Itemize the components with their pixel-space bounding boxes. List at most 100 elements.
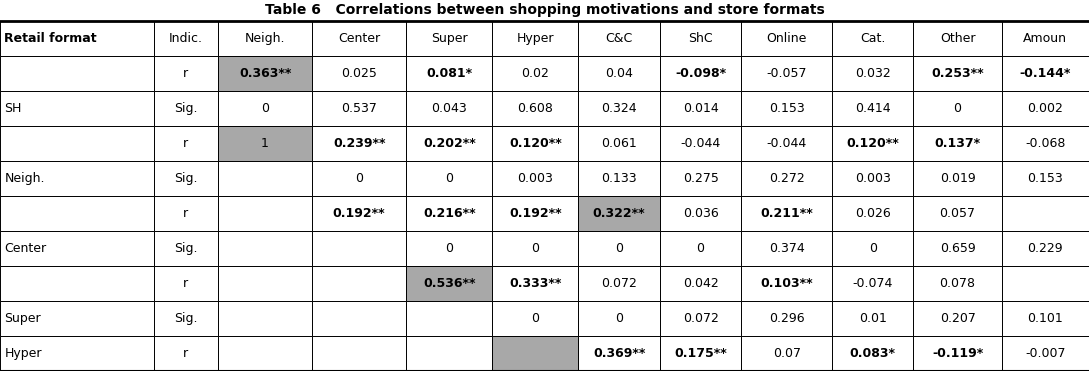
Text: Sig.: Sig. <box>174 312 197 325</box>
Text: r: r <box>183 67 188 80</box>
Bar <box>154 196 218 231</box>
Bar <box>218 161 313 196</box>
Bar <box>313 196 406 231</box>
Text: -0.057: -0.057 <box>767 67 807 80</box>
Text: 0.057: 0.057 <box>940 207 976 220</box>
Bar <box>406 21 492 56</box>
Bar <box>578 301 660 336</box>
Bar <box>832 161 914 196</box>
Bar <box>0 126 154 161</box>
Text: 0: 0 <box>615 242 623 255</box>
Bar <box>832 266 914 301</box>
Text: 0.175**: 0.175** <box>674 347 727 360</box>
Bar <box>0 301 154 336</box>
Bar <box>578 266 660 301</box>
Text: 0: 0 <box>445 242 453 255</box>
Bar <box>218 231 313 266</box>
Text: -0.044: -0.044 <box>767 137 807 150</box>
Bar <box>578 21 660 56</box>
Bar <box>313 231 406 266</box>
Text: 0.322**: 0.322** <box>592 207 646 220</box>
Bar <box>406 126 492 161</box>
Text: 0.036: 0.036 <box>683 207 719 220</box>
Bar <box>218 336 313 371</box>
Text: 0.120**: 0.120** <box>846 137 900 150</box>
Bar <box>742 231 832 266</box>
Text: 0.103**: 0.103** <box>760 277 813 290</box>
Text: Neigh.: Neigh. <box>4 172 45 185</box>
Text: Indic.: Indic. <box>169 32 203 45</box>
Text: Center: Center <box>4 242 47 255</box>
Bar <box>218 91 313 126</box>
Text: 0.216**: 0.216** <box>423 207 476 220</box>
Bar <box>578 91 660 126</box>
Text: 0.043: 0.043 <box>431 102 467 115</box>
Bar <box>660 91 742 126</box>
Bar <box>313 301 406 336</box>
Text: 0: 0 <box>697 242 705 255</box>
Bar <box>154 91 218 126</box>
Text: 0.003: 0.003 <box>517 172 553 185</box>
Bar <box>832 336 914 371</box>
Bar <box>154 21 218 56</box>
Bar <box>492 336 578 371</box>
Text: 0: 0 <box>445 172 453 185</box>
Text: 0.608: 0.608 <box>517 102 553 115</box>
Bar <box>313 266 406 301</box>
Bar <box>742 336 832 371</box>
Bar <box>154 161 218 196</box>
Text: 0.537: 0.537 <box>341 102 377 115</box>
Text: C&C: C&C <box>605 32 633 45</box>
Text: 0: 0 <box>531 242 539 255</box>
Text: -0.144*: -0.144* <box>1019 67 1072 80</box>
Text: 0.659: 0.659 <box>940 242 976 255</box>
Bar <box>914 266 1002 301</box>
Text: Online: Online <box>767 32 807 45</box>
Bar <box>154 231 218 266</box>
Text: -0.074: -0.074 <box>853 277 893 290</box>
Text: SH: SH <box>4 102 22 115</box>
Text: 0.275: 0.275 <box>683 172 719 185</box>
Bar <box>832 196 914 231</box>
Bar <box>742 301 832 336</box>
Bar <box>406 301 492 336</box>
Bar <box>832 126 914 161</box>
Bar <box>406 161 492 196</box>
Text: 0.211**: 0.211** <box>760 207 813 220</box>
Bar <box>914 301 1002 336</box>
Text: Sig.: Sig. <box>174 242 197 255</box>
Text: -0.007: -0.007 <box>1025 347 1066 360</box>
Text: 0.002: 0.002 <box>1027 102 1063 115</box>
Bar <box>0 336 154 371</box>
Text: r: r <box>183 347 188 360</box>
Bar <box>313 161 406 196</box>
Bar <box>154 336 218 371</box>
Text: Center: Center <box>338 32 380 45</box>
Text: 0.333**: 0.333** <box>510 277 562 290</box>
Bar <box>492 196 578 231</box>
Text: 0.324: 0.324 <box>601 102 637 115</box>
Bar <box>1002 266 1089 301</box>
Bar <box>218 21 313 56</box>
Text: 0.202**: 0.202** <box>423 137 476 150</box>
Bar <box>1002 336 1089 371</box>
Bar <box>0 231 154 266</box>
Text: 0.014: 0.014 <box>683 102 719 115</box>
Text: 0.296: 0.296 <box>769 312 805 325</box>
Text: 0.072: 0.072 <box>683 312 719 325</box>
Text: 0: 0 <box>954 102 962 115</box>
Text: 0.019: 0.019 <box>940 172 976 185</box>
Text: 0.081*: 0.081* <box>426 67 473 80</box>
Text: Super: Super <box>431 32 467 45</box>
Text: -0.044: -0.044 <box>681 137 721 150</box>
Bar <box>914 196 1002 231</box>
Text: 0.363**: 0.363** <box>238 67 291 80</box>
Bar <box>742 266 832 301</box>
Bar <box>313 56 406 91</box>
Bar <box>492 231 578 266</box>
Bar <box>406 336 492 371</box>
Text: ShC: ShC <box>688 32 713 45</box>
Text: 0.253**: 0.253** <box>931 67 984 80</box>
Text: Other: Other <box>940 32 976 45</box>
Text: 0.083*: 0.083* <box>849 347 895 360</box>
